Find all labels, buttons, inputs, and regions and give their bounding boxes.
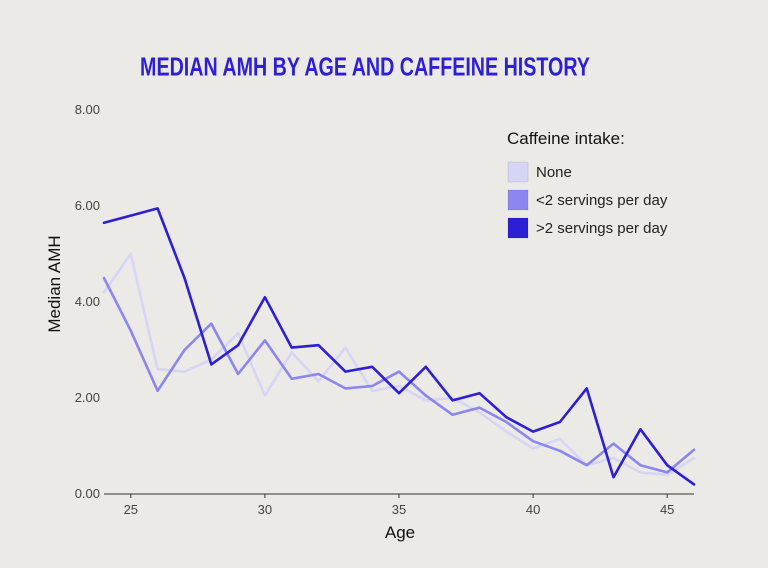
legend: Caffeine intake: None <2 servings per day…	[507, 129, 668, 239]
x-tick-label: 45	[660, 502, 674, 517]
y-tick-label: 4.00	[75, 294, 100, 309]
y-tick-label: 8.00	[75, 102, 100, 117]
series-lines	[102, 207, 696, 486]
x-tick-label: 25	[124, 502, 138, 517]
series-line-1	[102, 252, 696, 477]
y-axis-label: Median AMH	[45, 235, 64, 332]
series-line-3	[102, 207, 696, 486]
legend-title: Caffeine intake:	[507, 129, 625, 148]
legend-swatch	[507, 217, 529, 239]
legend-swatch	[507, 161, 529, 183]
x-tick-label: 40	[526, 502, 540, 517]
y-axis-ticks: 0.00 2.00 4.00 6.00 8.00	[75, 102, 100, 501]
x-tick-label: 35	[392, 502, 406, 517]
legend-label: None	[536, 164, 572, 181]
x-axis-ticks: 25 30 35 40 45	[124, 494, 674, 517]
x-axis-label: Age	[385, 523, 415, 542]
legend-swatch	[507, 189, 529, 211]
y-tick-label: 2.00	[75, 390, 100, 405]
legend-label: >2 servings per day	[536, 220, 668, 237]
y-tick-label: 0.00	[75, 486, 100, 501]
legend-label: <2 servings per day	[536, 192, 668, 209]
x-tick-label: 30	[258, 502, 272, 517]
y-tick-label: 6.00	[75, 198, 100, 213]
chart-title: MEDIAN AMH BY AGE AND CAFFEINE HISTORY	[140, 52, 590, 81]
